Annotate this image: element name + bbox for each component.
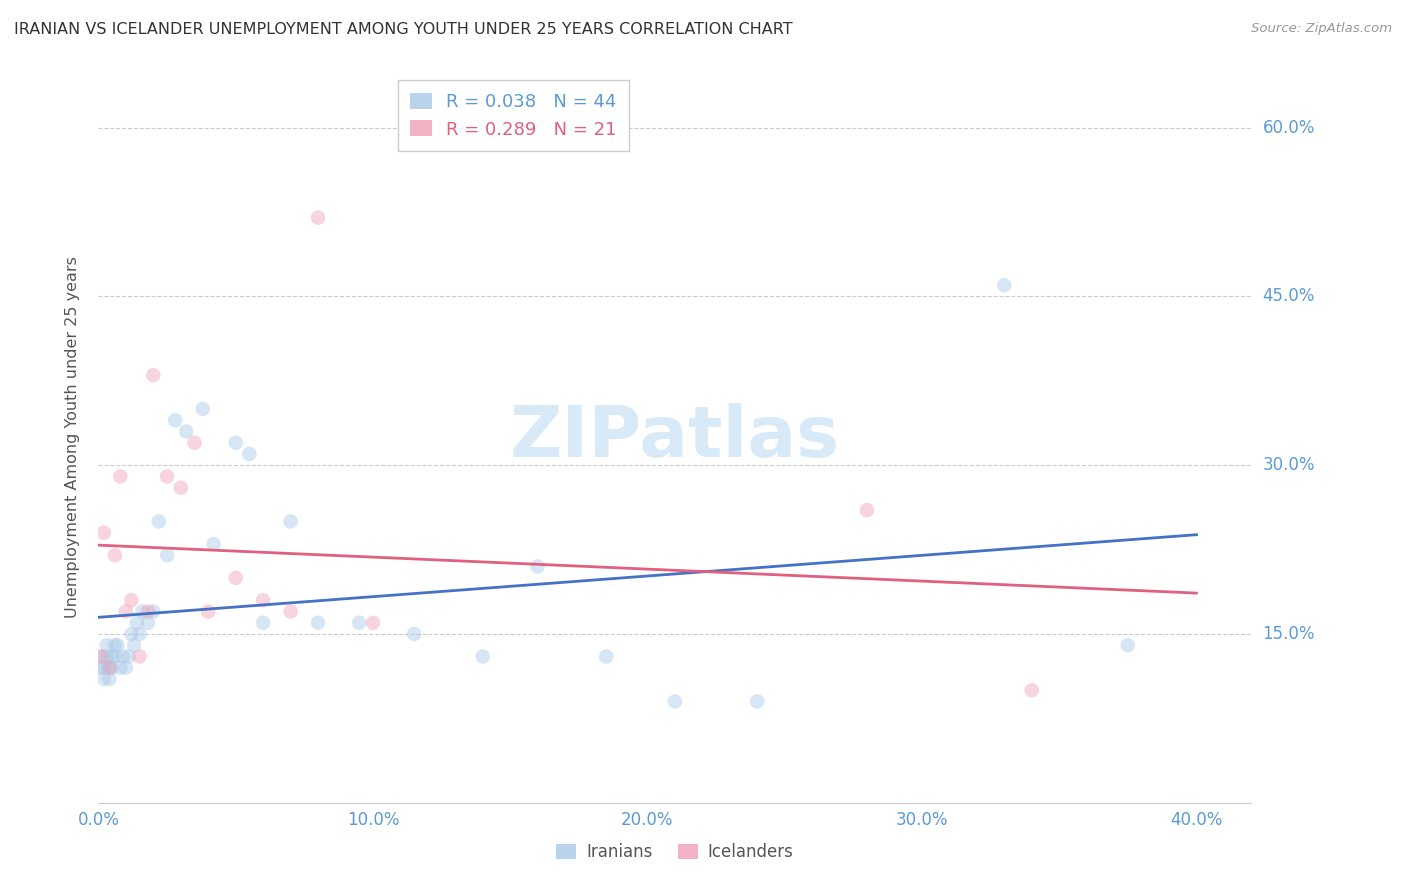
Y-axis label: Unemployment Among Youth under 25 years: Unemployment Among Youth under 25 years [65, 256, 80, 618]
Point [526, 559, 548, 574]
Point [90, 649, 112, 664]
Point [96, 638, 118, 652]
Point [93, 525, 115, 540]
Point [252, 593, 274, 607]
Text: 45.0%: 45.0% [1263, 287, 1315, 305]
Point [361, 615, 384, 630]
Point [238, 447, 260, 461]
Point [595, 649, 617, 664]
Point [120, 593, 142, 607]
Point [993, 278, 1015, 293]
Point [174, 425, 197, 439]
Point [747, 694, 769, 708]
Point [117, 649, 139, 664]
Text: 60.0%: 60.0% [1263, 119, 1315, 136]
Point [347, 615, 370, 630]
Point [104, 649, 127, 664]
Point [280, 605, 302, 619]
Point [107, 638, 129, 652]
Point [98, 661, 121, 675]
Point [136, 605, 159, 619]
Point [98, 661, 121, 675]
Point [115, 605, 138, 619]
Point [404, 627, 426, 641]
Point [115, 661, 138, 675]
Point [142, 605, 165, 619]
Legend: Iranians, Icelanders: Iranians, Icelanders [550, 837, 800, 868]
Point [170, 481, 193, 495]
Point [148, 515, 170, 529]
Point [156, 469, 179, 483]
Text: ZIPatlas: ZIPatlas [510, 402, 839, 472]
Point [307, 615, 329, 630]
Point [90, 649, 112, 664]
Point [131, 605, 153, 619]
Point [93, 661, 115, 675]
Point [191, 401, 214, 416]
Point [136, 615, 159, 630]
Point [1116, 638, 1139, 652]
Point [98, 672, 121, 686]
Point [101, 661, 124, 675]
Point [156, 548, 179, 562]
Point [197, 605, 219, 619]
Point [142, 368, 165, 383]
Point [165, 413, 187, 427]
Point [856, 503, 879, 517]
Text: Source: ZipAtlas.com: Source: ZipAtlas.com [1251, 22, 1392, 36]
Point [1021, 683, 1043, 698]
Point [471, 649, 494, 664]
Point [112, 649, 135, 664]
Text: 30.0%: 30.0% [1263, 456, 1315, 475]
Point [202, 537, 225, 551]
Point [110, 661, 132, 675]
Point [280, 515, 302, 529]
Point [128, 649, 150, 664]
Point [104, 548, 127, 562]
Point [90, 661, 112, 675]
Text: IRANIAN VS ICELANDER UNEMPLOYMENT AMONG YOUTH UNDER 25 YEARS CORRELATION CHART: IRANIAN VS ICELANDER UNEMPLOYMENT AMONG … [14, 22, 793, 37]
Point [96, 649, 118, 664]
Point [104, 638, 127, 652]
Point [101, 649, 124, 664]
Point [307, 211, 329, 225]
Point [664, 694, 686, 708]
Text: 15.0%: 15.0% [1263, 625, 1315, 643]
Point [183, 435, 205, 450]
Point [93, 672, 115, 686]
Point [110, 469, 132, 483]
Point [225, 435, 247, 450]
Point [225, 571, 247, 585]
Point [128, 627, 150, 641]
Point [252, 615, 274, 630]
Point [120, 627, 142, 641]
Point [125, 615, 148, 630]
Point [122, 638, 145, 652]
